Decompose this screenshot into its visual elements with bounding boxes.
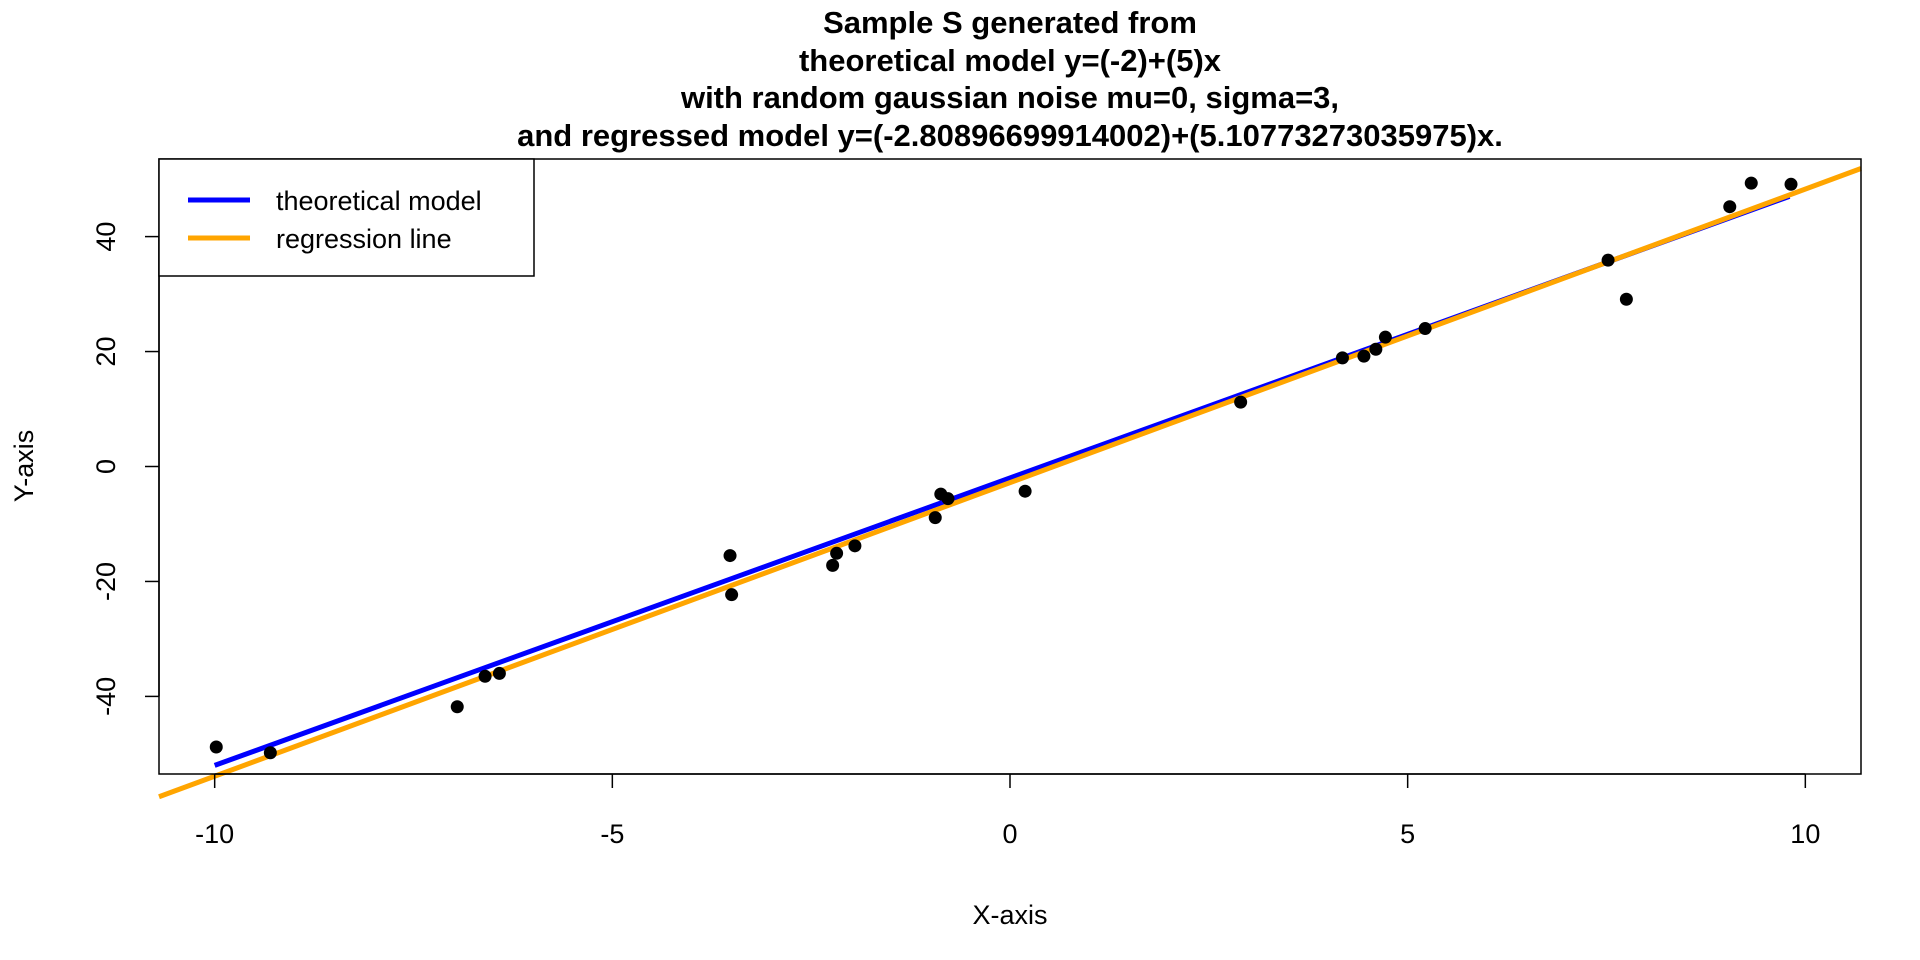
data-point-20 <box>1418 322 1432 336</box>
line-regression-line <box>158 166 1862 800</box>
x-tick-label: -5 <box>600 819 624 849</box>
y-tick-label: 20 <box>91 337 121 367</box>
data-point-1 <box>209 740 223 754</box>
data-point-22 <box>1619 292 1633 306</box>
chart-title-line-1: Sample S generated from <box>823 5 1197 40</box>
data-point-15 <box>1234 395 1248 409</box>
data-point-2 <box>263 746 277 760</box>
data-points <box>209 176 1798 760</box>
y-tick-label: -20 <box>91 562 121 601</box>
legend: theoretical model regression line <box>158 158 535 277</box>
data-point-7 <box>725 588 739 602</box>
data-point-25 <box>1784 177 1798 191</box>
data-point-23 <box>1723 200 1737 214</box>
data-point-18 <box>1369 342 1383 356</box>
data-point-19 <box>1378 330 1392 344</box>
y-tick-label: 0 <box>91 459 121 474</box>
data-point-16 <box>1335 351 1349 365</box>
chart-title: Sample S generated from theoretical mode… <box>517 5 1503 153</box>
legend-label-regression-line: regression line <box>276 224 452 254</box>
chart-title-line-3: with random gaussian noise mu=0, sigma=3… <box>680 80 1339 115</box>
y-tick-label: 40 <box>91 222 121 252</box>
data-point-11 <box>928 511 942 525</box>
data-point-5 <box>492 666 506 680</box>
data-point-13 <box>941 492 955 506</box>
data-point-8 <box>826 558 840 572</box>
chart-title-line-4: and regressed model y=(-2.80896699914002… <box>517 118 1503 153</box>
y-axis-label: Y-axis <box>9 430 39 503</box>
x-axis-label: X-axis <box>972 900 1047 930</box>
data-point-6 <box>723 549 737 563</box>
data-point-10 <box>848 539 862 553</box>
y-axis: -40 -20 0 20 40 <box>91 222 160 716</box>
x-tick-label: 10 <box>1790 819 1820 849</box>
legend-box <box>158 158 535 277</box>
data-point-17 <box>1357 349 1371 363</box>
legend-label-theoretical-model: theoretical model <box>276 186 482 216</box>
y-tick-label: -40 <box>91 677 121 716</box>
x-tick-label: 0 <box>1002 819 1017 849</box>
data-point-14 <box>1018 484 1032 498</box>
x-tick-label: 5 <box>1400 819 1415 849</box>
data-point-4 <box>478 669 492 683</box>
x-tick-label: -10 <box>195 819 234 849</box>
data-point-3 <box>450 700 464 714</box>
data-point-9 <box>830 546 844 560</box>
regression-lines <box>158 166 1862 800</box>
data-point-24 <box>1744 176 1758 190</box>
x-axis: -10 -5 0 5 10 <box>195 773 1820 849</box>
chart-title-line-2: theoretical model y=(-2)+(5)x <box>799 43 1222 78</box>
data-point-21 <box>1601 253 1615 267</box>
